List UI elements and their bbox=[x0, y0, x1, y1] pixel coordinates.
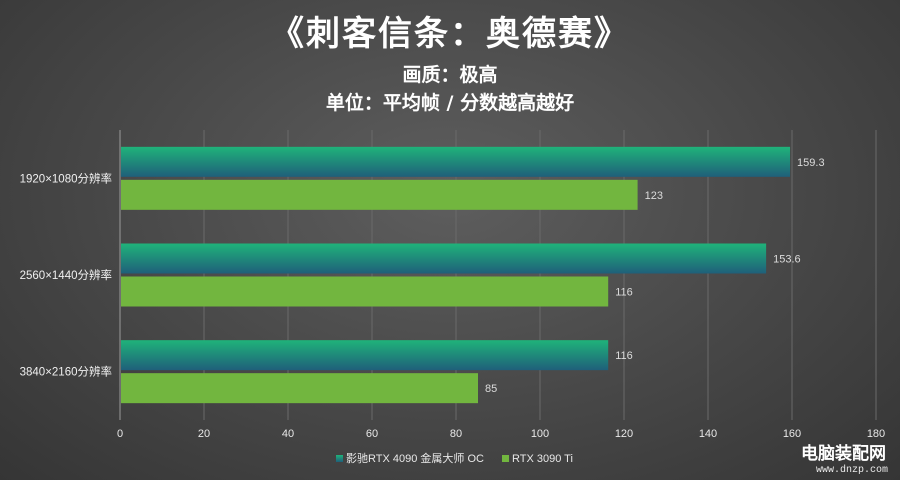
legend-label: RTX 3090 Ti bbox=[512, 453, 573, 465]
legend-swatch bbox=[502, 455, 509, 462]
bar-series-3090ti bbox=[121, 276, 609, 307]
x-tick-label: 80 bbox=[450, 428, 462, 440]
data-label: 123 bbox=[645, 190, 663, 202]
data-label: 159.3 bbox=[797, 157, 825, 169]
x-tick-label: 100 bbox=[531, 428, 549, 440]
category-label: 3840×2160分辨率 bbox=[20, 365, 112, 379]
x-tick-label: 140 bbox=[699, 428, 717, 440]
bar-series-3090ti bbox=[121, 373, 478, 404]
bar-series-4090 bbox=[121, 243, 767, 274]
bar-series-4090 bbox=[121, 146, 791, 177]
x-tick-label: 40 bbox=[282, 428, 294, 440]
data-label: 116 bbox=[615, 287, 633, 299]
watermark-url: www.dnzp.com bbox=[815, 465, 888, 476]
data-label: 116 bbox=[615, 350, 633, 362]
category-label: 2560×1440分辨率 bbox=[20, 268, 112, 282]
unit-label: 单位：平均帧 / 分数越高越好 bbox=[325, 92, 575, 114]
chart-title: 《刺客信条：奥德赛》 bbox=[270, 14, 630, 54]
bar-series-3090ti bbox=[121, 179, 638, 210]
x-tick-label: 0 bbox=[117, 428, 123, 440]
data-label: 85 bbox=[485, 383, 497, 395]
data-label: 153.6 bbox=[773, 254, 801, 266]
watermark-name: 电脑装配网 bbox=[801, 444, 886, 464]
category-label: 1920×1080分辨率 bbox=[20, 171, 112, 185]
x-tick-label: 120 bbox=[615, 428, 633, 440]
x-tick-label: 60 bbox=[366, 428, 378, 440]
legend-swatch bbox=[336, 455, 343, 462]
x-tick-label: 160 bbox=[783, 428, 801, 440]
legend-label: 影驰RTX 4090 金属大师 OC bbox=[346, 451, 484, 465]
x-tick-label: 20 bbox=[198, 428, 210, 440]
chart-subtitle: 画质：极高 bbox=[402, 64, 498, 86]
bar-series-4090 bbox=[121, 340, 609, 371]
x-tick-label: 180 bbox=[867, 428, 885, 440]
